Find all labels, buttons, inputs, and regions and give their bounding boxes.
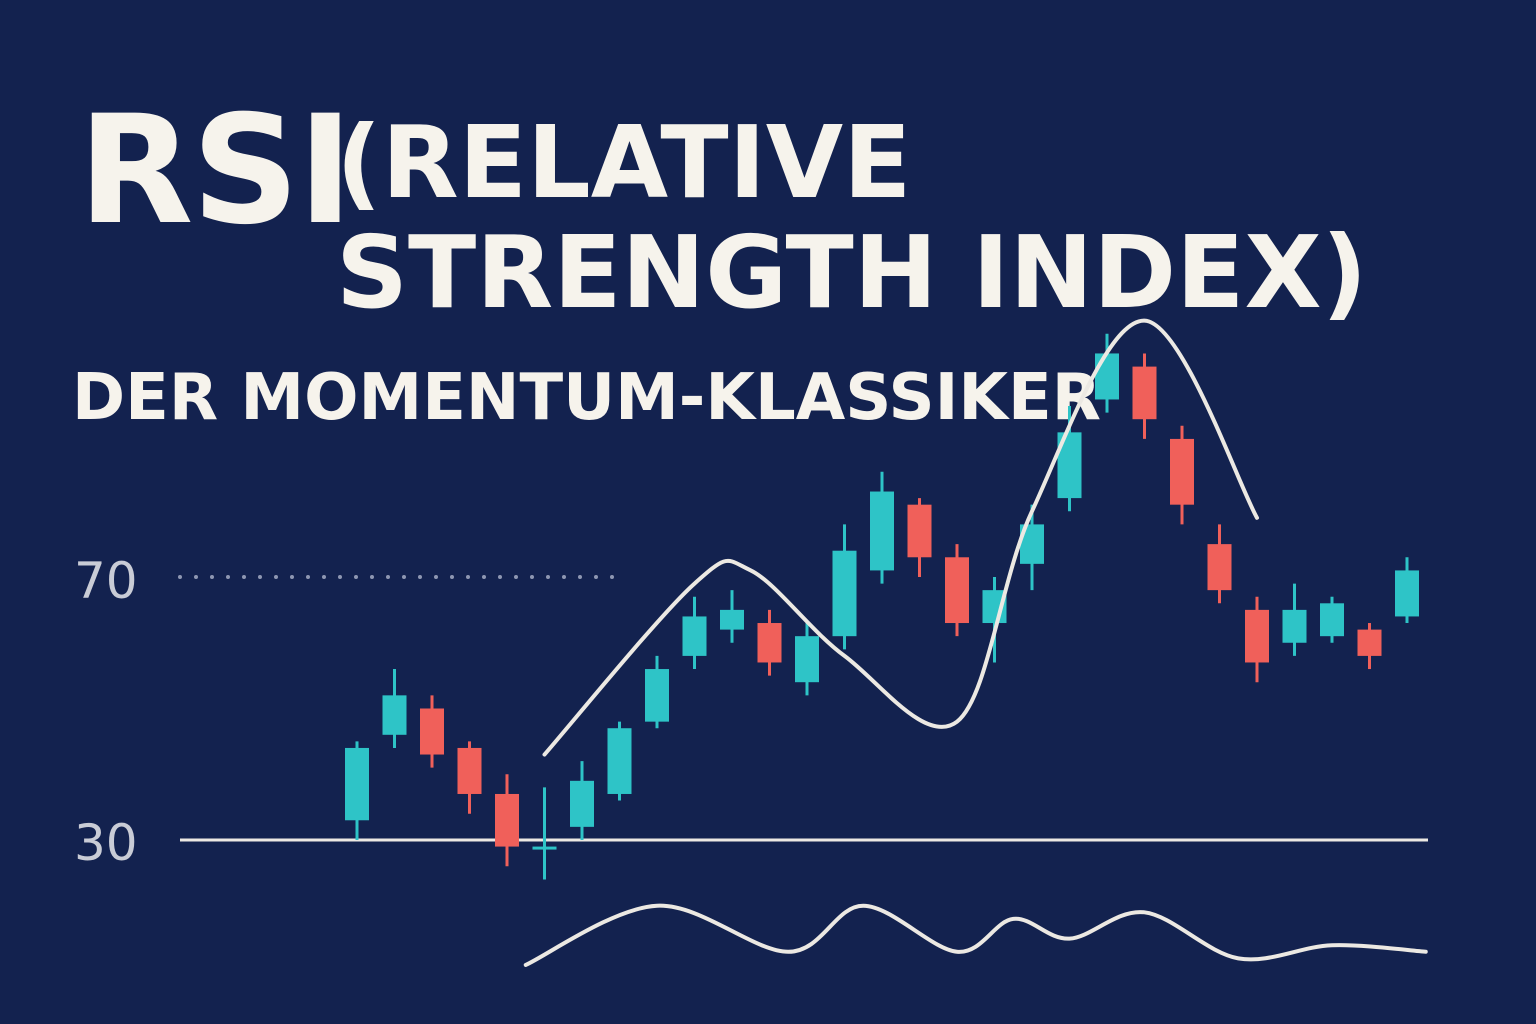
candle-bullish: [645, 669, 669, 722]
candle-bullish: [870, 491, 894, 571]
candle-bearish: [1245, 609, 1269, 663]
price-momentum-curve: [542, 318, 1259, 757]
candle-bearish: [1357, 629, 1382, 656]
candle-bearish: [757, 623, 782, 663]
candle-bearish: [945, 557, 969, 624]
title-relative-strength-index: (RELATIVE STRENGTH INDEX): [336, 104, 1368, 331]
subtitle: DER MOMENTUM-KLASSIKER: [72, 361, 1101, 435]
candle-bearish: [1132, 366, 1157, 420]
candle-bullish: [570, 780, 594, 827]
candle-bullish: [382, 695, 407, 735]
candle-bullish: [720, 609, 744, 630]
candle-bearish: [457, 747, 482, 794]
candle-bullish: [1320, 603, 1344, 637]
candle-bullish: [1095, 353, 1119, 400]
candle-bullish: [532, 846, 557, 850]
rsi-oscillator-line: [523, 903, 1428, 967]
candle-bullish: [832, 550, 857, 637]
level-label-70: 70: [74, 552, 138, 610]
candle-bullish: [1395, 570, 1419, 617]
candles: [345, 333, 1419, 880]
candle-bullish: [345, 747, 369, 821]
title-rsi: RSI: [78, 84, 353, 258]
candle-bearish: [1170, 438, 1194, 505]
candle-bullish: [795, 636, 819, 683]
candle-bearish: [907, 504, 932, 558]
candle-bullish: [1282, 609, 1307, 643]
level-label-30: 30: [74, 814, 138, 872]
candle-bearish: [1207, 544, 1232, 591]
candle-bullish: [682, 616, 707, 656]
candle-bearish: [420, 708, 444, 755]
candle-bullish: [607, 728, 632, 794]
candle-bearish: [495, 793, 519, 847]
